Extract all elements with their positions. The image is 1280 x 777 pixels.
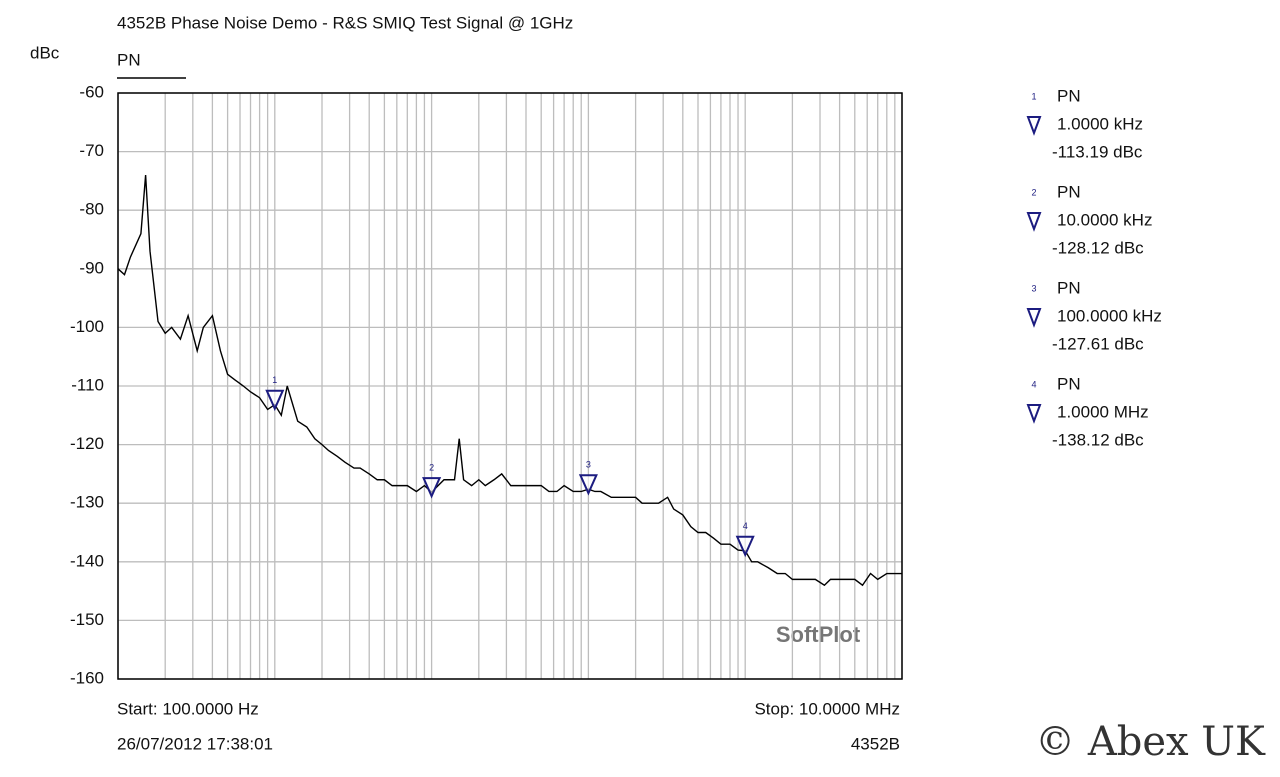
y-tick-label: -90 [79,258,104,277]
marker-number: 3 [586,460,591,470]
readout-number: 2 [1031,187,1036,197]
marker [265,389,285,412]
y-axis-label: dBc [30,43,60,62]
watermark: SoftPlot [776,622,861,647]
start-label: Start: 100.0000 Hz [117,699,259,718]
y-tick-label: -70 [79,141,104,160]
readout-value: -113.19 dBc [1052,142,1143,161]
readout-number: 4 [1031,379,1036,389]
y-tick-label: -100 [70,317,104,336]
readout-number: 1 [1031,91,1036,101]
legend-label: PN [117,50,141,69]
readout-x: 1.0000 kHz [1057,114,1143,133]
stop-label: Stop: 10.0000 MHz [754,699,900,718]
marker [578,474,598,496]
y-tick-label: -160 [70,668,104,687]
readout-value: -138.12 dBc [1052,430,1144,449]
readout-number: 3 [1031,283,1036,293]
y-tick-label: -150 [70,610,104,629]
readout-icon [1026,116,1042,136]
chart-title: 4352B Phase Noise Demo - R&S SMIQ Test S… [117,13,573,32]
watermark: © Abex UK [1035,719,1266,765]
marker [422,477,442,499]
marker [735,535,755,558]
readout-name: PN [1057,182,1081,201]
marker-number: 4 [743,521,748,531]
y-tick-label: -120 [70,434,104,453]
readout-icon [1026,308,1042,328]
y-tick-label: -140 [70,551,104,570]
readout-icon [1026,212,1042,232]
readout-x: 1.0000 MHz [1057,402,1149,421]
readout-name: PN [1057,374,1081,393]
readout-x: 10.0000 kHz [1057,210,1152,229]
marker-number: 1 [272,375,277,385]
readout-value: -128.12 dBc [1052,238,1144,257]
y-tick-label: -130 [70,493,104,512]
y-tick-label: -80 [79,200,104,219]
trace [117,174,902,587]
readout-name: PN [1057,86,1081,105]
readout-name: PN [1057,278,1081,297]
plot-frame [117,92,903,680]
timestamp: 26/07/2012 17:38:01 [117,734,273,753]
y-tick-label: -110 [71,375,104,394]
y-tick-label: -60 [79,82,104,101]
readout-icon [1026,404,1042,424]
marker-number: 2 [429,463,434,473]
readout-x: 100.0000 kHz [1057,306,1162,325]
instrument: 4352B [851,734,900,753]
readout-value: -127.61 dBc [1052,334,1144,353]
